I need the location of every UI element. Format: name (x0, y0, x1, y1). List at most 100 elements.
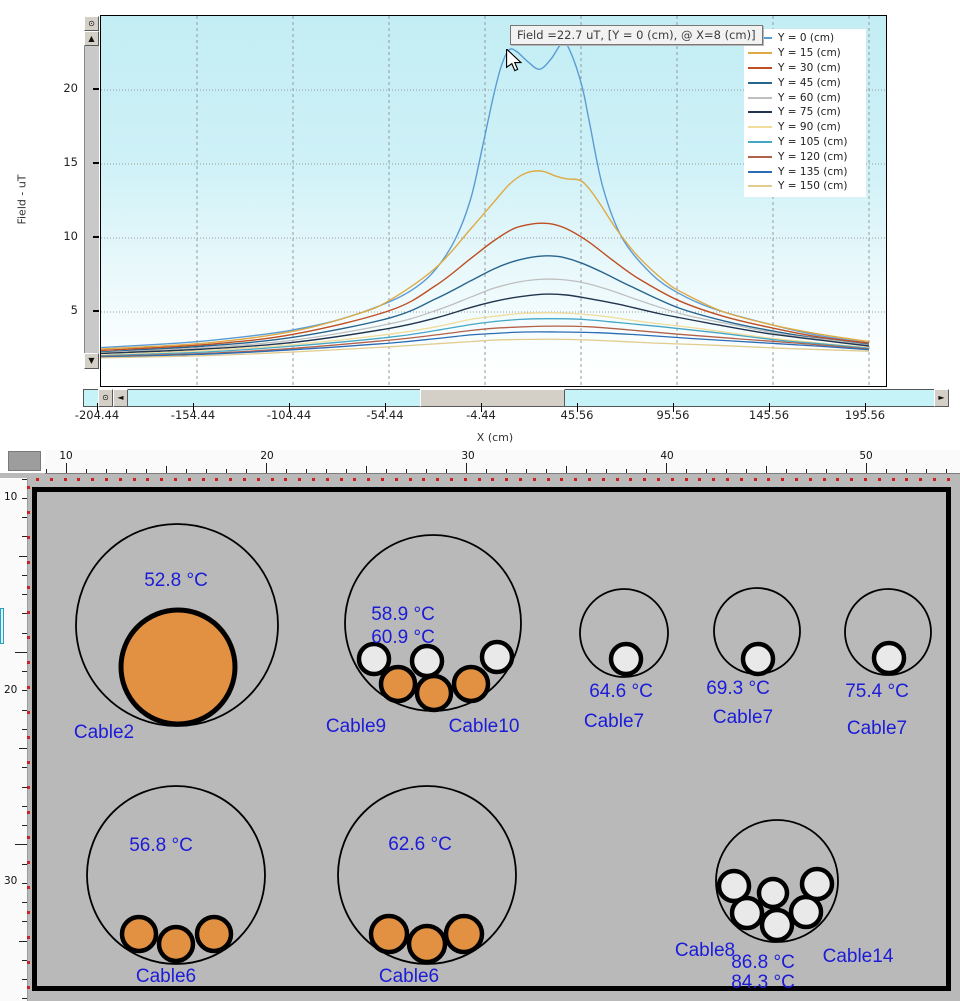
conductor-white[interactable] (740, 641, 776, 677)
grid-dot (27, 486, 30, 489)
conductor-white[interactable] (479, 639, 515, 675)
x-axis-tick (769, 403, 770, 412)
x-axis-tick-label: 145.56 (748, 408, 790, 422)
grid-dot (878, 478, 881, 481)
ruler-tick (886, 469, 887, 473)
legend-swatch (748, 140, 772, 143)
conductor-white[interactable] (759, 907, 795, 943)
grid-dot (271, 478, 274, 481)
conductor-white[interactable] (729, 895, 765, 931)
series-curve-90[interactable] (101, 312, 870, 356)
grid-dot (381, 478, 384, 481)
series-curve-15[interactable] (101, 170, 870, 350)
grid-dot (754, 478, 757, 481)
conductor-orange[interactable] (451, 664, 491, 704)
scroll-up-button[interactable]: ▲ (84, 31, 99, 46)
series-curve-120[interactable] (101, 325, 870, 358)
ruler-tick (226, 469, 227, 473)
y-axis-tick-label: 10 (63, 229, 78, 243)
horizontal-scrollbar-thumb[interactable] (420, 389, 565, 407)
grid-dot (533, 478, 536, 481)
arrow-up-icon: ▲ (88, 33, 95, 43)
series-curve-75[interactable] (101, 293, 870, 355)
ruler-tick (246, 469, 247, 473)
grid-dot (188, 478, 191, 481)
cable-outer-ring[interactable] (579, 588, 669, 678)
conductor-orange[interactable] (406, 923, 448, 965)
plot-area[interactable]: Y = 0 (cm) Y = 15 (cm) Y = 30 (cm) Y = 45 (… (100, 15, 887, 387)
legend-swatch (748, 111, 772, 114)
ruler-tick (746, 469, 747, 473)
legend-swatch (748, 155, 772, 158)
series-curve-135[interactable] (101, 331, 870, 358)
cable-outer-ring[interactable] (86, 785, 266, 965)
legend-item: Y = 60 (cm) (748, 90, 866, 105)
ruler-label: 20 (260, 450, 274, 462)
chart-legend: Y = 0 (cm) Y = 15 (cm) Y = 30 (cm) Y = 45 (… (744, 29, 866, 197)
grid-dot (133, 478, 136, 481)
conductor-orange[interactable] (156, 924, 196, 964)
conductor-orange[interactable] (414, 673, 454, 713)
legend-item: Y = 120 (cm) (748, 149, 866, 164)
series-curve-150[interactable] (101, 338, 870, 359)
grid-dot (629, 478, 632, 481)
conductor-orange[interactable] (194, 914, 234, 954)
grid-dot (685, 478, 688, 481)
grid-dot (105, 478, 108, 481)
conductor-orange[interactable] (368, 913, 410, 955)
conductor-white[interactable] (788, 894, 824, 930)
ruler-tick (686, 469, 687, 473)
conductor-orange[interactable] (378, 664, 418, 704)
ruler-tick (19, 555, 27, 557)
grid-dot (27, 586, 30, 589)
grid-dot (312, 478, 315, 481)
legend-swatch (748, 185, 772, 188)
scroll-right-button[interactable]: ► (934, 389, 949, 407)
conductor-white[interactable] (799, 866, 835, 902)
grid-dot (257, 478, 260, 481)
conductor-orange[interactable] (443, 913, 485, 955)
grid-dot (823, 478, 826, 481)
grid-dot (726, 478, 729, 481)
conductor-white[interactable] (608, 641, 644, 677)
series-curve-60[interactable] (101, 278, 870, 354)
zoom-reset-icon: ⊙ (88, 18, 95, 28)
conductor-white[interactable] (756, 876, 790, 910)
grid-dot (160, 478, 163, 481)
conductor-white[interactable] (356, 641, 392, 677)
vertical-zoom-reset-button[interactable]: ⊙ (84, 16, 99, 31)
grid-dot (27, 886, 30, 889)
conductor-orange[interactable] (118, 607, 238, 727)
series-curve-45[interactable] (101, 255, 870, 353)
ruler-tick (22, 728, 27, 730)
cad-canvas[interactable] (32, 487, 951, 991)
ruler-tick (586, 469, 587, 473)
legend-item-label: Y = 120 (cm) (778, 150, 848, 163)
conductor-orange[interactable] (119, 914, 159, 954)
legend-item: Y = 75 (cm) (748, 105, 866, 120)
cable-name-label: Cable7 (846, 718, 908, 739)
x-axis-tick (385, 403, 386, 412)
horizontal-zoom-reset-button[interactable]: ⊙ (98, 389, 113, 407)
grid-dot (919, 478, 922, 481)
conductor-white[interactable] (871, 640, 907, 676)
conductor-white[interactable] (716, 868, 752, 904)
ruler-tick (46, 469, 47, 473)
grid-dot (781, 478, 784, 481)
ruler-label: 10 (59, 450, 73, 462)
series-curve-30[interactable] (101, 222, 870, 352)
ruler-tick (15, 651, 27, 653)
grid-dot (202, 478, 205, 481)
arrow-down-icon: ▼ (88, 356, 95, 365)
grid-dot (146, 478, 149, 481)
legend-item: Y = 90 (cm) (748, 120, 866, 135)
grid-dot (77, 478, 80, 481)
series-curve-105[interactable] (101, 318, 870, 357)
scroll-left-button[interactable]: ◄ (113, 389, 128, 407)
scroll-down-button[interactable]: ▼ (84, 353, 99, 369)
legend-item-label: Y = 45 (cm) (778, 76, 841, 89)
conductor-white[interactable] (409, 643, 445, 679)
grid-dot (27, 511, 30, 514)
grid-dot (767, 478, 770, 481)
vertical-scrollbar-track[interactable] (84, 46, 99, 353)
